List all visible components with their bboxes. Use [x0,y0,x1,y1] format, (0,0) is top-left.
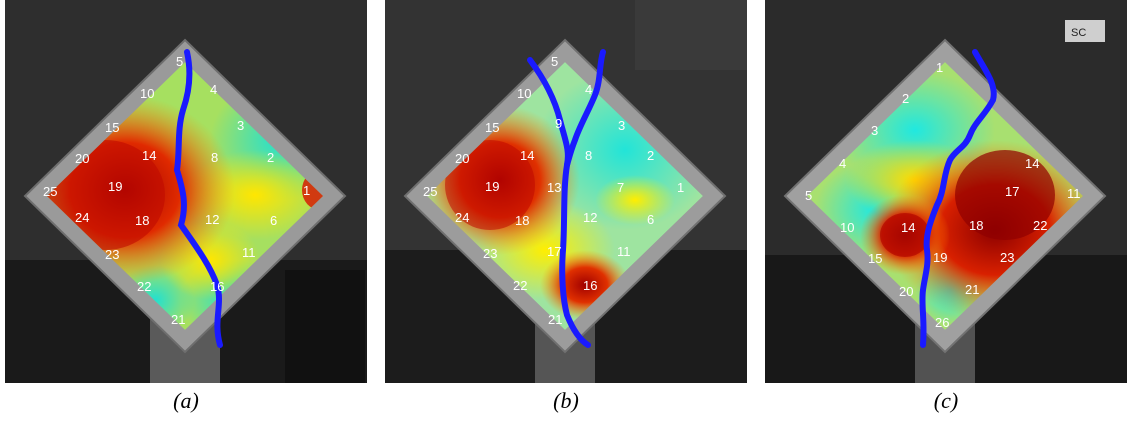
panel-a-image: 5 10 4 3 15 20 14 8 2 25 19 1 24 18 12 6… [5,0,367,383]
point-label: 16 [583,278,597,293]
point-label: 18 [969,218,983,233]
point-label: 20 [75,151,89,166]
point-label: 17 [1005,184,1019,199]
point-label: 23 [483,246,497,261]
point-label: 17 [547,244,561,259]
point-label: 15 [105,120,119,135]
point-label: 22 [513,278,527,293]
point-label: 10 [840,220,854,235]
point-label: 9 [555,116,562,131]
point-label: 3 [871,123,878,138]
point-label: 21 [965,282,979,297]
point-label: 20 [899,284,913,299]
point-label: 11 [1067,186,1081,201]
point-label: 4 [585,82,592,97]
point-label: 14 [1025,156,1039,171]
point-label: 2 [267,150,274,165]
point-label: 5 [176,54,183,69]
caption-c: (c) [933,388,959,413]
panel-b: 5 10 4 9 3 15 20 14 8 2 25 19 13 7 1 24 … [385,0,747,383]
point-label: 19 [108,179,122,194]
point-label: 18 [515,213,529,228]
point-label: 2 [647,148,654,163]
point-label: 1 [303,183,310,198]
point-label: 22 [1033,218,1047,233]
point-label: 14 [901,220,915,235]
point-label: 7 [617,180,624,195]
point-label: 4 [839,156,846,171]
point-label: 16 [210,279,224,294]
point-label: 1 [936,60,943,75]
crack-path-right [564,49,606,168]
point-label: 1 [677,180,684,195]
point-label: 4 [210,82,217,97]
panel-a: 5 10 4 3 15 20 14 8 2 25 19 1 24 18 12 6… [5,0,367,383]
point-label: 8 [585,148,592,163]
crack-path-left [527,57,591,348]
point-label: 12 [205,212,219,227]
point-label: 6 [647,212,654,227]
point-label: 23 [105,247,119,262]
point-label: 24 [75,210,89,225]
point-label: 18 [135,213,149,228]
point-label: 15 [868,251,882,266]
caption-a: (a) [173,388,199,413]
point-label: 6 [270,213,277,228]
point-label: 23 [1000,250,1014,265]
point-label: 26 [935,315,949,330]
point-label: 14 [142,148,156,163]
point-label: 21 [548,312,562,327]
point-label: 10 [517,86,531,101]
crack-path [919,49,997,348]
point-label: 15 [485,120,499,135]
point-label: 5 [551,54,558,69]
panel-c: SC 1 2 3 4 5 10 14 17 11 14 18 22 15 19 … [765,0,1127,383]
panel-c-image: SC 1 2 3 4 5 10 14 17 11 14 18 22 15 19 … [765,0,1127,383]
point-label: 25 [43,184,57,199]
caption-b: (b) [553,388,579,413]
point-label: 22 [137,279,151,294]
point-label: 19 [485,179,499,194]
point-label: 3 [237,118,244,133]
point-label: 14 [520,148,534,163]
point-label: 21 [171,312,185,327]
point-label: 8 [211,150,218,165]
scale-tag [1065,20,1105,42]
point-label: 2 [902,91,909,106]
point-label: 11 [242,245,256,260]
point-label: 13 [547,180,561,195]
point-label: 20 [455,151,469,166]
point-label: 11 [617,244,631,259]
point-label: 5 [805,188,812,203]
crack-path [173,49,223,348]
point-label: 3 [618,118,625,133]
panel-b-image: 5 10 4 9 3 15 20 14 8 2 25 19 13 7 1 24 … [385,0,747,383]
point-label: 24 [455,210,469,225]
scale-tag-label: SC [1071,27,1086,39]
point-label: 10 [140,86,154,101]
point-label: 12 [583,210,597,225]
point-label: 19 [933,250,947,265]
point-label: 25 [423,184,437,199]
